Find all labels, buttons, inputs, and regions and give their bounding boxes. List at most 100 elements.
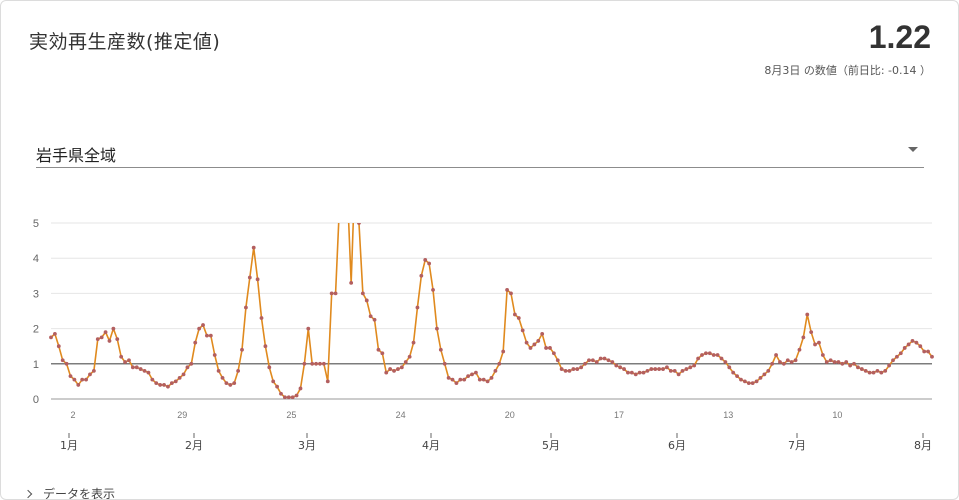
data-point — [637, 370, 642, 375]
data-point — [64, 361, 69, 366]
data-point — [477, 377, 482, 382]
data-point — [388, 367, 393, 371]
data-point — [684, 367, 689, 371]
x-tick-label: 25 — [286, 410, 296, 420]
x-month-label: 5月 — [542, 439, 560, 452]
data-point — [396, 367, 400, 371]
data-point — [891, 358, 895, 363]
region-select[interactable]: 岩手県全域 — [36, 131, 924, 168]
data-point — [536, 339, 541, 343]
data-point — [236, 368, 241, 373]
x-month-label: 7月 — [788, 439, 806, 452]
data-point — [111, 326, 116, 331]
data-point — [848, 363, 853, 368]
data-point — [540, 331, 545, 336]
x-tick-label: 20 — [505, 410, 515, 420]
series-group — [49, 223, 934, 400]
data-point — [583, 361, 587, 366]
data-point — [785, 358, 790, 363]
data-point — [49, 335, 53, 340]
data-point — [271, 379, 276, 384]
data-point — [614, 363, 619, 368]
data-point — [127, 358, 131, 363]
data-point — [454, 381, 459, 386]
data-point — [95, 337, 100, 342]
data-point — [735, 374, 739, 379]
data-point — [781, 361, 786, 366]
data-point — [474, 370, 478, 375]
data-point — [372, 317, 377, 322]
data-point — [267, 365, 272, 370]
data-point — [325, 379, 330, 384]
data-point — [205, 333, 209, 338]
data-point — [606, 358, 611, 363]
data-point — [700, 353, 704, 357]
data-point — [824, 360, 829, 364]
data-point — [555, 358, 560, 363]
data-point — [201, 323, 205, 327]
data-point — [384, 370, 389, 375]
data-point — [906, 342, 911, 347]
data-point — [887, 363, 892, 368]
data-point — [820, 353, 825, 357]
data-point — [871, 370, 876, 375]
y-tick-label: 4 — [33, 253, 39, 265]
show-data-label: データを表示 — [43, 487, 116, 500]
x-tick-label: 2 — [70, 410, 75, 420]
data-point — [442, 361, 447, 366]
data-point — [910, 339, 915, 343]
data-point — [88, 372, 92, 377]
data-point — [836, 360, 841, 364]
y-tick-label: 3 — [33, 288, 39, 300]
data-point — [840, 361, 845, 366]
data-point — [489, 375, 494, 380]
data-point — [754, 379, 759, 384]
data-point — [797, 347, 802, 352]
data-point — [867, 370, 872, 375]
data-point — [493, 368, 498, 373]
data-point — [364, 298, 369, 303]
show-data-toggle[interactable]: データを表示 — [23, 485, 116, 500]
data-point — [524, 340, 529, 345]
data-point — [298, 386, 303, 391]
data-point — [470, 372, 474, 377]
data-point — [731, 370, 736, 375]
data-point — [368, 314, 373, 319]
data-point — [466, 374, 471, 379]
region-select-value: 岩手県全域 — [36, 146, 117, 165]
data-point — [333, 291, 338, 296]
data-point — [329, 291, 334, 296]
data-point — [181, 372, 186, 377]
data-point — [914, 340, 919, 345]
data-point — [197, 326, 202, 331]
data-point — [618, 365, 623, 370]
data-point — [832, 360, 837, 364]
data-point — [727, 365, 732, 370]
x-tick-label: 17 — [614, 410, 624, 420]
data-point — [107, 339, 112, 343]
data-point — [263, 344, 268, 349]
data-point — [668, 368, 673, 373]
data-point — [918, 344, 923, 349]
data-point — [169, 381, 174, 386]
x-tick-label: 13 — [723, 410, 733, 420]
x-tick-label: 24 — [396, 410, 406, 420]
data-point — [856, 365, 860, 370]
data-point — [485, 379, 490, 384]
data-point — [423, 258, 428, 262]
data-point — [688, 365, 693, 370]
data-point — [251, 245, 256, 250]
data-point — [450, 377, 455, 382]
x-month-label: 6月 — [668, 439, 686, 452]
data-point — [852, 361, 856, 366]
data-point — [520, 328, 525, 333]
data-point — [150, 377, 155, 382]
data-point — [162, 383, 166, 387]
data-point — [318, 361, 322, 366]
data-point — [723, 360, 728, 364]
data-point — [259, 316, 264, 320]
data-point — [770, 361, 775, 366]
data-point — [399, 365, 404, 370]
data-point — [224, 381, 229, 386]
data-point — [247, 275, 252, 280]
